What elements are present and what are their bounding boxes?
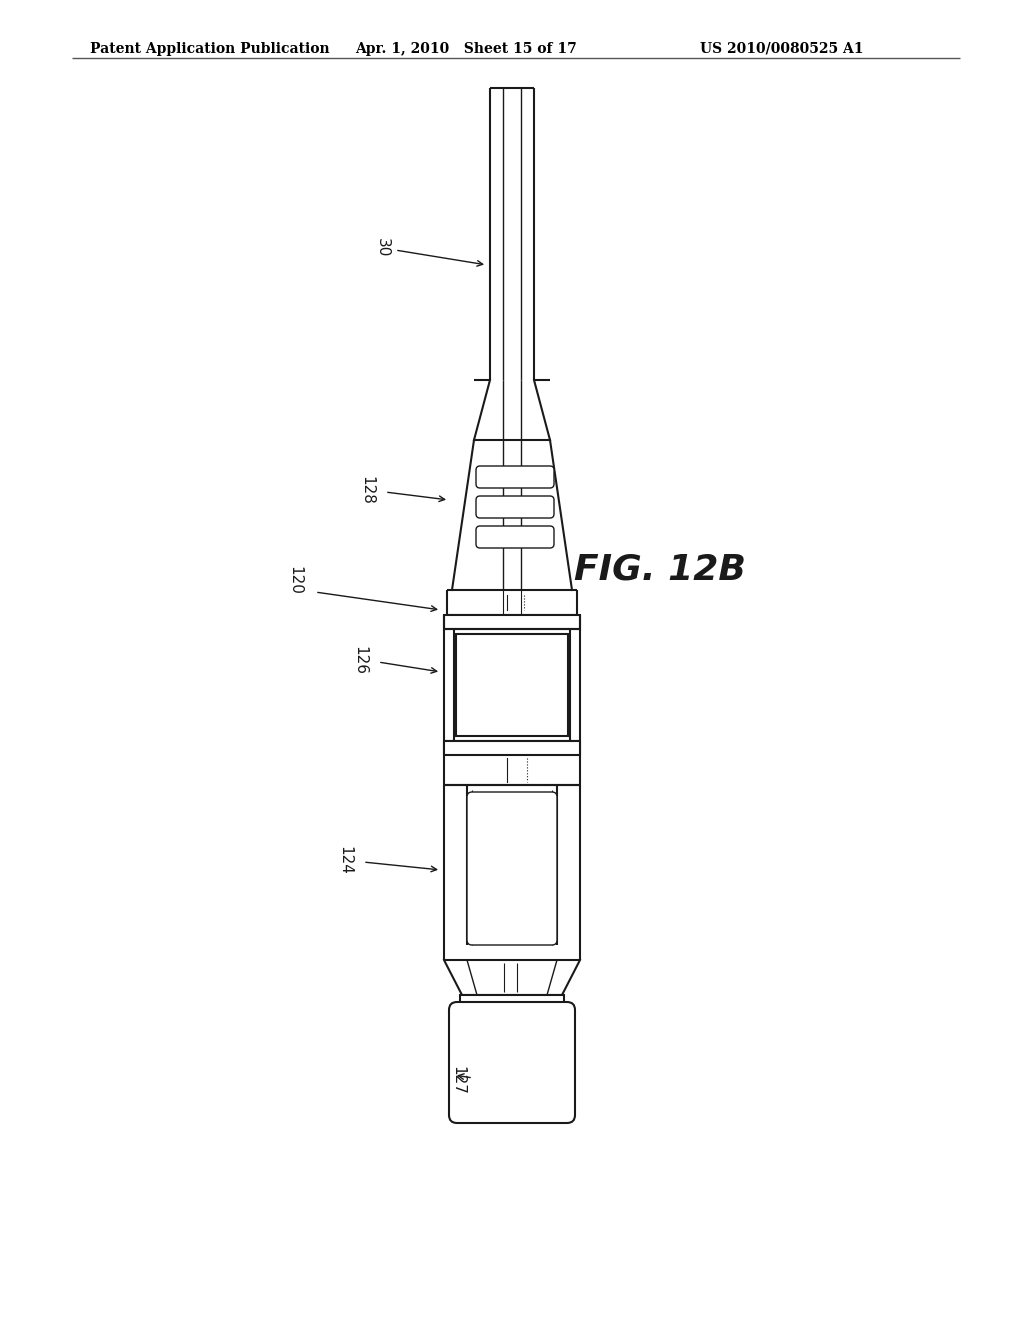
FancyBboxPatch shape xyxy=(476,496,554,517)
Bar xyxy=(444,615,580,630)
Text: Patent Application Publication: Patent Application Publication xyxy=(90,42,330,55)
FancyBboxPatch shape xyxy=(476,525,554,548)
Text: 124: 124 xyxy=(338,846,352,874)
Text: 30: 30 xyxy=(375,239,389,257)
Text: US 2010/0080525 A1: US 2010/0080525 A1 xyxy=(700,42,863,55)
FancyBboxPatch shape xyxy=(449,1002,575,1123)
Text: 127: 127 xyxy=(451,1065,466,1094)
Text: 128: 128 xyxy=(359,475,375,504)
Text: FIG. 12B: FIG. 12B xyxy=(574,553,745,587)
FancyBboxPatch shape xyxy=(476,466,554,488)
Bar xyxy=(460,995,564,1010)
Bar xyxy=(444,741,580,755)
FancyBboxPatch shape xyxy=(467,792,557,945)
Text: 120: 120 xyxy=(288,565,302,594)
Bar xyxy=(456,634,568,737)
Text: 126: 126 xyxy=(352,645,368,675)
Text: Apr. 1, 2010   Sheet 15 of 17: Apr. 1, 2010 Sheet 15 of 17 xyxy=(355,42,577,55)
